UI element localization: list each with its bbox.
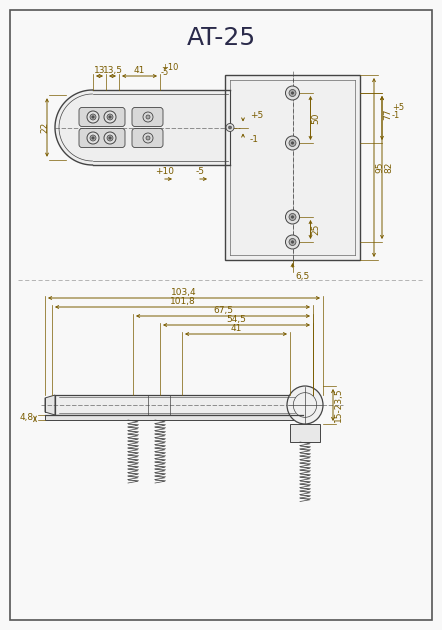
Circle shape xyxy=(291,241,293,243)
Text: 95: 95 xyxy=(375,162,384,173)
Text: -1: -1 xyxy=(250,135,259,144)
Circle shape xyxy=(104,132,116,144)
Circle shape xyxy=(291,216,293,218)
Text: 13: 13 xyxy=(94,66,105,75)
Polygon shape xyxy=(55,90,230,165)
Circle shape xyxy=(226,123,234,132)
Text: 50: 50 xyxy=(312,112,320,123)
Text: 22: 22 xyxy=(41,122,50,133)
Text: AT-25: AT-25 xyxy=(187,26,255,50)
Text: 41: 41 xyxy=(134,66,145,75)
Circle shape xyxy=(107,114,113,120)
Ellipse shape xyxy=(287,386,323,424)
Polygon shape xyxy=(45,395,55,415)
Text: +10: +10 xyxy=(156,167,175,176)
Circle shape xyxy=(109,137,111,139)
Text: +5: +5 xyxy=(392,103,404,113)
Bar xyxy=(225,75,360,260)
Text: -1: -1 xyxy=(392,110,400,120)
Circle shape xyxy=(143,112,153,122)
Circle shape xyxy=(286,86,300,100)
Text: 77: 77 xyxy=(383,108,392,120)
Circle shape xyxy=(286,235,300,249)
FancyBboxPatch shape xyxy=(79,108,125,127)
Text: 101,8: 101,8 xyxy=(170,297,195,306)
Circle shape xyxy=(87,132,99,144)
Text: -5: -5 xyxy=(195,167,205,176)
Circle shape xyxy=(107,135,113,141)
Circle shape xyxy=(143,133,153,143)
Circle shape xyxy=(286,210,300,224)
Text: 15-23,5: 15-23,5 xyxy=(334,387,343,422)
Circle shape xyxy=(90,114,96,120)
Text: 13,5: 13,5 xyxy=(103,66,122,75)
Bar xyxy=(290,424,320,442)
Text: 103,4: 103,4 xyxy=(171,288,197,297)
Text: +5: +5 xyxy=(250,110,263,120)
Circle shape xyxy=(229,126,232,129)
Circle shape xyxy=(289,139,296,147)
Circle shape xyxy=(289,239,296,246)
Circle shape xyxy=(286,136,300,150)
FancyBboxPatch shape xyxy=(132,108,163,127)
Circle shape xyxy=(289,214,296,220)
Circle shape xyxy=(90,135,96,141)
FancyBboxPatch shape xyxy=(79,129,125,147)
Circle shape xyxy=(87,111,99,123)
Circle shape xyxy=(289,89,296,96)
Circle shape xyxy=(104,111,116,123)
Bar xyxy=(45,415,303,420)
FancyBboxPatch shape xyxy=(132,129,163,147)
Text: 25: 25 xyxy=(312,224,320,235)
Circle shape xyxy=(291,142,293,144)
Text: 6,5: 6,5 xyxy=(296,272,310,281)
Circle shape xyxy=(92,137,94,139)
Bar xyxy=(55,395,295,415)
Circle shape xyxy=(146,136,150,140)
Text: -5: -5 xyxy=(161,68,169,77)
Text: 54,5: 54,5 xyxy=(227,315,247,324)
Circle shape xyxy=(92,116,94,118)
Text: 82: 82 xyxy=(384,162,393,173)
Circle shape xyxy=(146,115,150,119)
Circle shape xyxy=(109,116,111,118)
Text: 67,5: 67,5 xyxy=(213,306,233,315)
Circle shape xyxy=(291,92,293,94)
Text: +10: +10 xyxy=(161,63,179,72)
Text: 4,8: 4,8 xyxy=(20,413,34,422)
Text: 41: 41 xyxy=(230,324,242,333)
